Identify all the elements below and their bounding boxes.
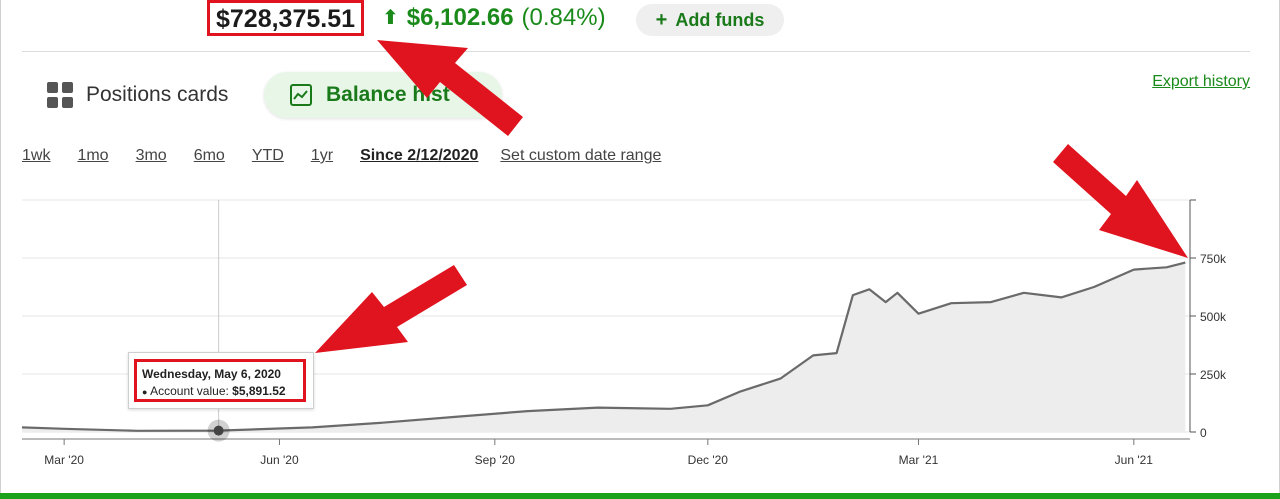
positions-cards-label: Positions cards [86,83,229,106]
tooltip-content: Wednesday, May 6, 2020 ● Account value: … [134,359,306,402]
range-1mo[interactable]: 1mo [77,147,109,164]
hover-marker-dot [213,425,224,436]
x-tick-label: Mar '20 [44,453,84,467]
bottom-accent-bar [0,493,1280,499]
range-1wk[interactable]: 1wk [22,147,51,164]
x-tick-label: Dec '20 [688,453,729,467]
tab-positions-cards[interactable]: Positions cards [47,80,228,110]
y-tick-label: 750k [1200,252,1227,266]
add-funds-label: Add funds [675,9,765,30]
change-amount: $6,102.66 [406,4,514,31]
series-line [21,261,1186,432]
plus-icon: + [655,8,668,31]
custom-date-range-link[interactable]: Set custom date range [500,147,662,164]
balance-history-label: Balance hist [326,83,450,106]
date-range-selector: 1wk 1mo 3mo 6mo YTD 1yr Since 2/12/2020 … [22,147,661,165]
range-since-start[interactable]: Since 2/12/2020 [360,147,479,164]
line-chart-icon [290,84,312,106]
left-border [0,0,1,499]
header-divider [22,51,1250,52]
chart-tooltip: Wednesday, May 6, 2020 ● Account value: … [128,352,314,409]
range-3mo[interactable]: 3mo [135,147,167,164]
arrow-up-icon: ⬆ [382,7,399,29]
y-tick-label: 250k [1200,368,1227,382]
range-6mo[interactable]: 6mo [193,147,225,164]
y-tick-label: 500k [1200,310,1227,324]
account-balance: $728,375.51 [207,0,365,36]
series-area [22,262,1186,432]
x-tick-label: Mar '21 [899,453,939,467]
change-percent: (0.84%) [521,4,606,31]
grid-icon [47,82,73,108]
export-history-link[interactable]: Export history [1152,73,1250,90]
tooltip-date: Wednesday, May 6, 2020 [142,367,281,381]
x-tick-label: Sep '20 [475,453,516,467]
range-1yr[interactable]: 1yr [310,147,334,164]
x-tick-label: Jun '20 [260,453,299,467]
x-tick-label: Jun '21 [1115,453,1154,467]
range-ytd[interactable]: YTD [251,147,284,164]
tooltip-label: Account value: [150,384,229,398]
bullet-icon: ● [142,387,148,397]
add-funds-button[interactable]: + Add funds [636,4,784,36]
daily-change: ⬆ $6,102.66 (0.84%) [382,0,606,36]
balance-history-chart[interactable]: 0 250k 500k 750k Mar '20 Jun '20 Sep '20 Dec '2… [0,190,1280,480]
tab-balance-history[interactable]: Balance hist [264,72,502,118]
y-tick-label: 0 [1200,426,1207,440]
tooltip-value: $5,891.52 [232,384,286,398]
